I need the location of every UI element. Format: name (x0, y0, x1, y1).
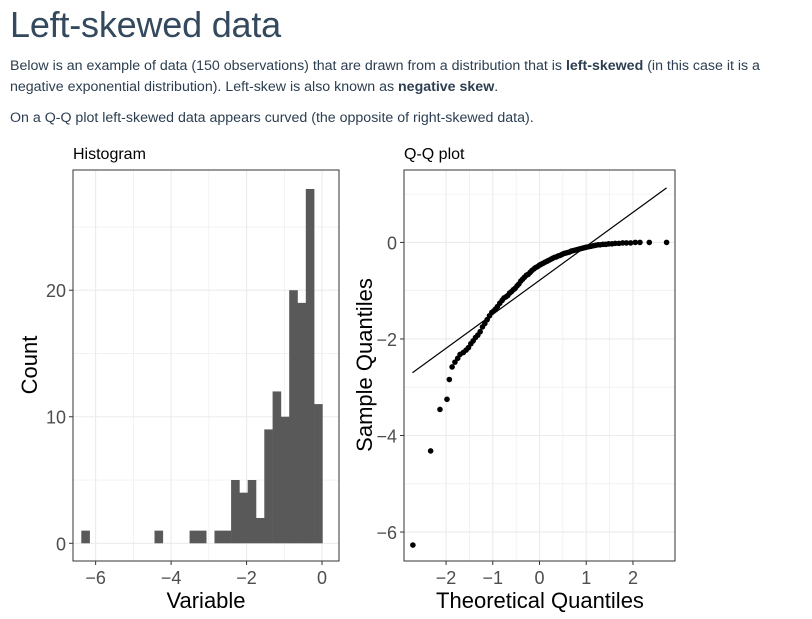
histogram-x-axis-label: Variable (166, 588, 245, 613)
intro-bold-left-skewed: left-skewed (565, 58, 644, 74)
qq-point (410, 542, 416, 548)
histogram-bar (197, 530, 207, 544)
histogram-bar (305, 188, 315, 544)
qq-reference-line (412, 187, 667, 374)
histogram-y-ticks: 0 10 20 (46, 281, 73, 554)
intro-text-2: (in this case it is a negative exponenti… (10, 58, 760, 95)
histogram-bar (289, 290, 298, 544)
qq-point (627, 240, 634, 246)
qq-x-tick-label: −1 (483, 568, 504, 588)
qq-point (632, 239, 639, 246)
qq-point (477, 328, 483, 335)
histogram-bar (231, 480, 240, 544)
qq-y-tick-label: −2 (376, 330, 397, 350)
qq-point (444, 396, 450, 403)
qq-x-tick-label: 2 (628, 568, 638, 588)
intro-bold-negative-skew: negative skew (398, 79, 495, 95)
histogram-y-tick-label: 10 (46, 408, 66, 428)
qq-x-tick-label: 1 (581, 568, 591, 588)
qq-x-ticks: −2 −1 0 1 2 (436, 561, 638, 588)
histogram-y-axis-label: Count (17, 336, 42, 395)
page-title: Left-skewed data (10, 4, 281, 45)
histogram-title: Histogram (73, 146, 146, 163)
qq-x-tick-label: −2 (436, 568, 457, 588)
histogram-x-tick-label: −6 (85, 568, 106, 588)
histogram-panel-border (72, 169, 340, 562)
qq-gridlines (404, 170, 675, 561)
histogram-bar (222, 530, 232, 544)
histogram-bar (280, 416, 290, 544)
histogram-bar (297, 302, 307, 544)
qq-y-tick-label: 0 (387, 233, 397, 253)
histogram-bar (247, 480, 257, 544)
qq-note-paragraph: On a Q-Q plot left-skewed data appears c… (10, 110, 534, 126)
qq-y-ticks: −6 −4 −2 0 (376, 233, 404, 543)
histogram-x-tick-label: 0 (317, 568, 327, 588)
qq-point (427, 448, 434, 454)
histogram-bar (264, 429, 273, 544)
qq-point (663, 239, 670, 246)
qq-x-tick-label: 0 (534, 568, 544, 588)
qq-point (449, 364, 455, 370)
qq-y-axis-label: Sample Quantiles (352, 278, 377, 452)
histogram-x-tick-label: −2 (236, 568, 257, 588)
histogram-bar (272, 391, 282, 544)
histogram-bar (214, 530, 224, 544)
intro-text-1: Below is an example of data (150 observa… (10, 58, 566, 74)
qq-points (410, 239, 670, 548)
qq-plot-title: Q-Q plot (404, 146, 465, 163)
histogram-bar (189, 530, 199, 544)
qq-y-tick-label: −6 (376, 523, 397, 543)
qq-point (637, 239, 643, 246)
histogram-bar (255, 517, 265, 544)
histogram-bar (239, 492, 248, 544)
histogram-bar (81, 530, 90, 544)
qq-plot-panel: Q-Q plot −2 −1 0 1 2 −6 −4 −2 0 Theoretical Qua… (352, 146, 676, 613)
qq-point (452, 359, 458, 365)
histogram-panel: Histogram −6 −4 −2 0 0 10 20 Variable Count (17, 146, 340, 613)
histogram-bar (314, 404, 323, 544)
qq-y-tick-label: −4 (376, 426, 397, 446)
histogram-x-ticks: −6 −4 −2 0 (85, 561, 327, 588)
histogram-y-tick-label: 20 (46, 281, 66, 301)
qq-point (623, 240, 630, 246)
intro-paragraph: Below is an example of data (150 observa… (10, 56, 800, 98)
qq-x-axis-label: Theoretical Quantiles (436, 588, 644, 613)
histogram-bar (154, 530, 164, 544)
histogram-x-tick-label: −4 (161, 568, 182, 588)
histogram-y-tick-label: 0 (56, 534, 66, 554)
qq-point (446, 376, 453, 383)
histogram-bars (81, 188, 323, 544)
intro-text-3: . (494, 79, 499, 95)
qq-point (646, 239, 653, 246)
qq-point (437, 406, 443, 413)
